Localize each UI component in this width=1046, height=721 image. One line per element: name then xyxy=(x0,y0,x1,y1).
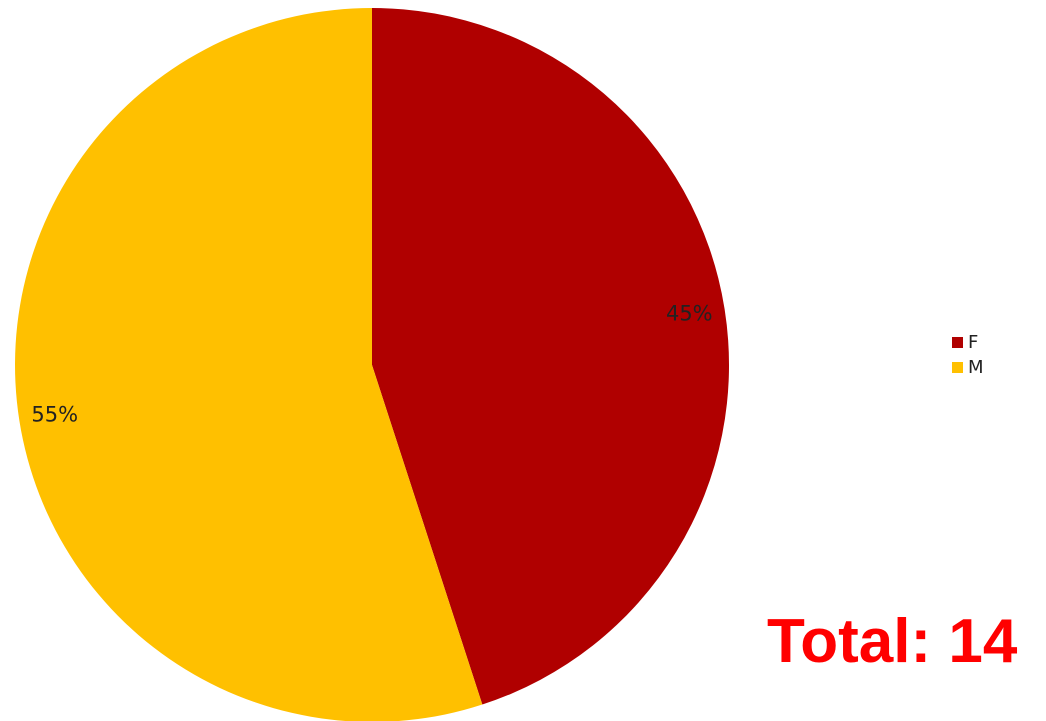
legend-swatch-m xyxy=(952,362,963,373)
chart-legend: F M xyxy=(952,330,984,380)
pie-slices xyxy=(15,8,730,721)
pie-label-m: 55% xyxy=(31,402,78,426)
legend-label-m: M xyxy=(968,357,984,378)
legend-swatch-f xyxy=(952,337,963,348)
pie-slice-m xyxy=(15,8,483,721)
legend-label-f: F xyxy=(968,332,979,353)
legend-item-f: F xyxy=(952,330,984,355)
legend-item-m: M xyxy=(952,355,984,380)
total-count-text: Total: 14 xyxy=(767,607,1018,676)
pie-label-f: 45% xyxy=(666,302,713,326)
pie-slice-labels: 45% 55% xyxy=(31,302,712,427)
pie-slice-f xyxy=(372,8,730,705)
